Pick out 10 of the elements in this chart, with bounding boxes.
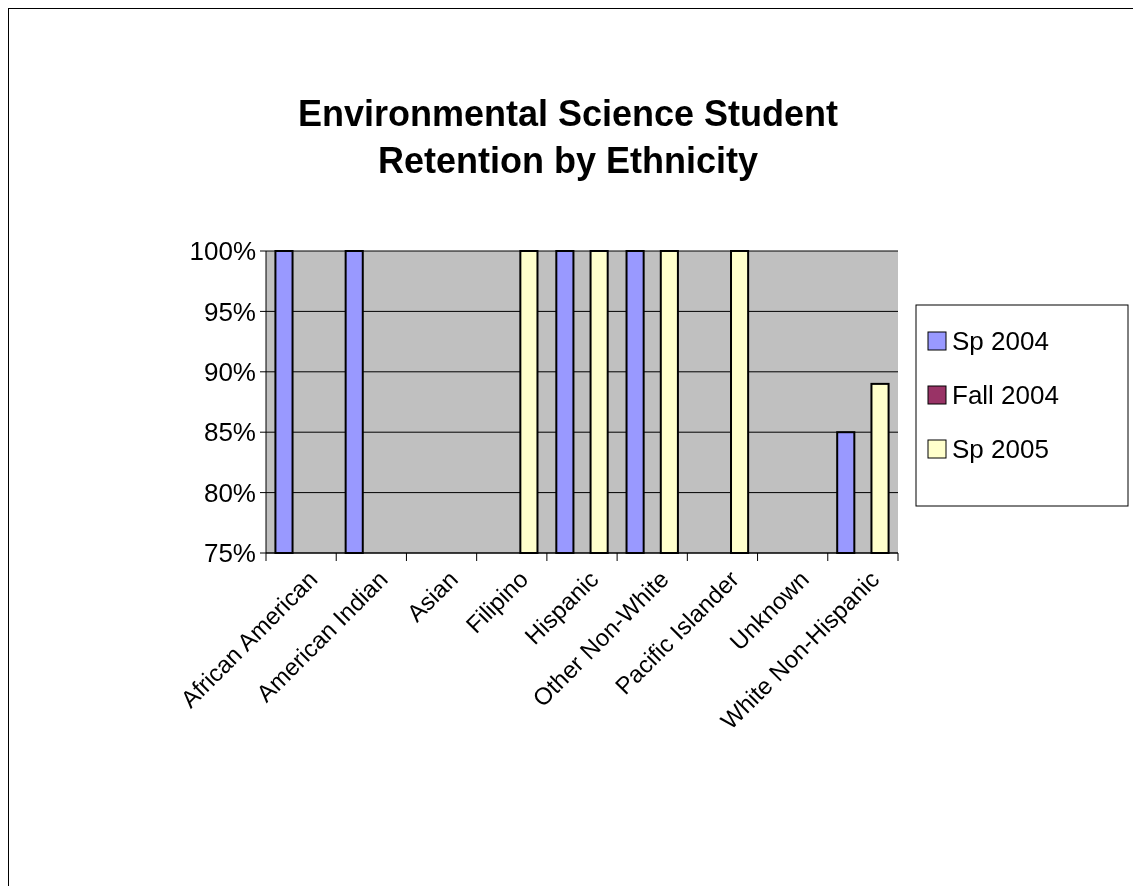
- y-tick-label: 100%: [189, 236, 256, 267]
- legend-label: Sp 2004: [952, 326, 1049, 357]
- legend-label: Fall 2004: [952, 380, 1059, 411]
- y-tick-label: 90%: [203, 356, 256, 387]
- y-tick-label: 95%: [203, 296, 256, 327]
- y-tick-label: 75%: [203, 538, 256, 569]
- y-tick-label: 80%: [203, 477, 256, 508]
- chart-title: Environmental Science Student Retention by Ethnicity: [297, 93, 839, 181]
- y-tick-label: 85%: [203, 417, 256, 448]
- legend-label: Sp 2005: [952, 434, 1049, 465]
